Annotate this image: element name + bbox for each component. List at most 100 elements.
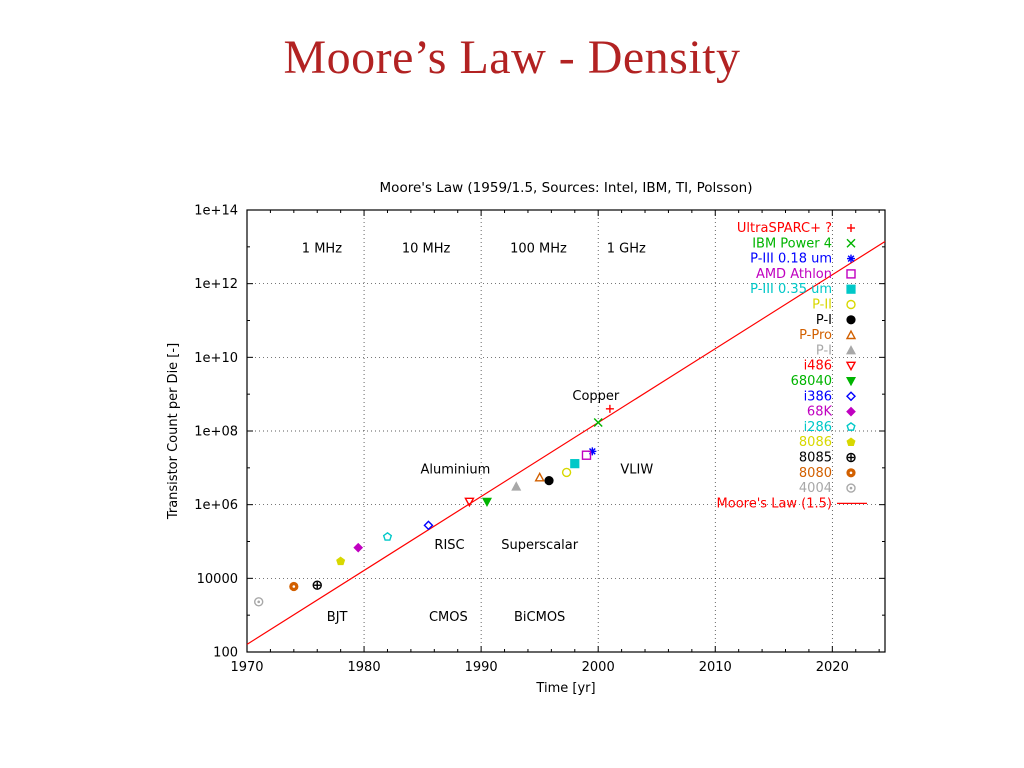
svg-text:Moore's Law (1.5): Moore's Law (1.5): [717, 496, 832, 511]
svg-text:P-II: P-II: [812, 298, 832, 313]
marker-plus: [847, 224, 855, 232]
marker-square: [846, 284, 856, 294]
data-point: [382, 531, 393, 541]
svg-text:P-I: P-I: [816, 343, 832, 358]
legend-item: 8085: [799, 451, 856, 466]
legend-item: P-Pro: [799, 328, 857, 343]
legend-item: IBM Power 4: [752, 236, 856, 251]
svg-text:P-III 0.35 um: P-III 0.35 um: [750, 282, 832, 297]
x-axis-label: Time [yr]: [535, 681, 595, 696]
legend-item: P-I: [816, 343, 857, 358]
svg-text:P-I: P-I: [816, 313, 832, 328]
marker-circle: [846, 299, 856, 310]
marker-cross: [846, 238, 856, 248]
svg-text:68040: 68040: [791, 374, 832, 389]
legend-item: i386: [804, 389, 856, 404]
legend-item: P-III 0.35 um: [750, 282, 856, 297]
data-point: [544, 476, 554, 486]
marker-circledot: [846, 483, 856, 493]
legend-item: 8086: [799, 435, 856, 450]
data-point: [289, 581, 299, 592]
svg-text:Aluminium: Aluminium: [420, 463, 490, 478]
svg-text:VLIW: VLIW: [620, 463, 653, 478]
marker-triangle: [845, 345, 857, 355]
data-point: [534, 471, 545, 482]
legend-item: P-III 0.18 um: [750, 252, 855, 267]
data-point: [581, 450, 592, 460]
svg-text:BiCMOS: BiCMOS: [514, 610, 565, 625]
svg-text:AMD Athlon: AMD Athlon: [756, 267, 832, 282]
data-point: [481, 497, 492, 508]
annotations: 1 MHz 10 MHz 100 MHz 1 GHz Copper Aluminium VL…: [302, 242, 654, 625]
svg-text:2000: 2000: [582, 660, 615, 675]
svg-text:1990: 1990: [465, 660, 498, 675]
svg-text:P-III 0.18 um: P-III 0.18 um: [750, 252, 832, 267]
svg-text:Time [yr]: Time [yr]: [535, 681, 595, 696]
axis-ticks: [246, 209, 885, 653]
trend-line: [246, 240, 886, 645]
svg-text:8080: 8080: [799, 466, 832, 481]
data-point: [336, 556, 346, 566]
marker-square: [846, 269, 856, 279]
marker-invtriangle: [845, 361, 857, 372]
legend-item: P-I: [816, 313, 856, 328]
data-point: [423, 520, 434, 531]
svg-text:8086: 8086: [799, 435, 832, 450]
data-point: [511, 481, 522, 491]
svg-text:100 MHz: 100 MHz: [510, 242, 567, 257]
marker-circle: [846, 315, 856, 325]
svg-text:UltraSPARC+ ?: UltraSPARC+ ?: [737, 221, 832, 236]
page-title: Moore’s Law - Density: [283, 31, 741, 84]
legend-item: 8080: [799, 466, 856, 481]
svg-text:1970: 1970: [230, 660, 263, 675]
svg-text:Moore's Law (1959/1.5, Sources: Moore's Law (1959/1.5, Sources: Intel, I…: [380, 180, 753, 196]
marker-pentagon: [846, 422, 856, 431]
svg-text:1 MHz: 1 MHz: [302, 242, 342, 257]
legend-item-moores-law: Moore's Law (1.5): [717, 496, 867, 511]
legend-item: UltraSPARC+ ?: [737, 221, 855, 236]
marker-asterisk: [847, 254, 855, 263]
data-point: [570, 459, 580, 469]
legend-item: i286: [804, 420, 856, 435]
svg-text:4004: 4004: [799, 481, 832, 496]
svg-text:1e+08: 1e+08: [194, 425, 238, 440]
svg-text:CMOS: CMOS: [429, 610, 468, 625]
svg-text:RISC: RISC: [434, 538, 464, 553]
svg-text:Copper: Copper: [572, 389, 620, 404]
svg-text:8085: 8085: [799, 451, 832, 466]
svg-text:P-Pro: P-Pro: [799, 328, 832, 343]
svg-text:i386: i386: [804, 389, 832, 404]
marker-pentagon: [846, 437, 856, 447]
svg-text:i286: i286: [804, 420, 832, 435]
data-point: [254, 597, 264, 607]
marker-diamond: [846, 406, 856, 417]
svg-text:10 MHz: 10 MHz: [402, 242, 451, 257]
svg-text:2010: 2010: [699, 660, 732, 675]
legend-item: AMD Athlon: [756, 267, 856, 282]
svg-text:IBM Power 4: IBM Power 4: [752, 236, 832, 251]
svg-text:100: 100: [213, 646, 238, 661]
data-point: [605, 404, 614, 413]
svg-text:i486: i486: [804, 359, 832, 374]
tick-labels: 1970 1980 1990 2000 2010 2020 100 10000 1e+06 1e+…: [194, 204, 849, 676]
legend-item: 68K: [807, 405, 856, 420]
svg-text:1e+14: 1e+14: [194, 204, 238, 219]
data-point: [464, 497, 475, 508]
svg-text:Transistor Count per Die [-]: Transistor Count per Die [-]: [166, 343, 181, 520]
series-points: [254, 404, 614, 607]
y-axis-label: Transistor Count per Die [-]: [166, 343, 181, 520]
marker-diamond: [846, 391, 856, 402]
marker-circleplus: [846, 452, 856, 463]
svg-text:1 GHz: 1 GHz: [607, 242, 646, 257]
data-point: [561, 467, 572, 478]
data-point: [593, 418, 603, 428]
svg-text:1e+12: 1e+12: [194, 277, 238, 292]
svg-text:1e+06: 1e+06: [194, 498, 238, 513]
svg-text:2020: 2020: [816, 660, 849, 675]
marker-triangle: [845, 329, 857, 340]
marker-invtriangle: [845, 377, 857, 387]
svg-text:1980: 1980: [348, 660, 381, 675]
legend-item: 68040: [791, 374, 857, 389]
svg-text:1e+10: 1e+10: [194, 351, 238, 366]
